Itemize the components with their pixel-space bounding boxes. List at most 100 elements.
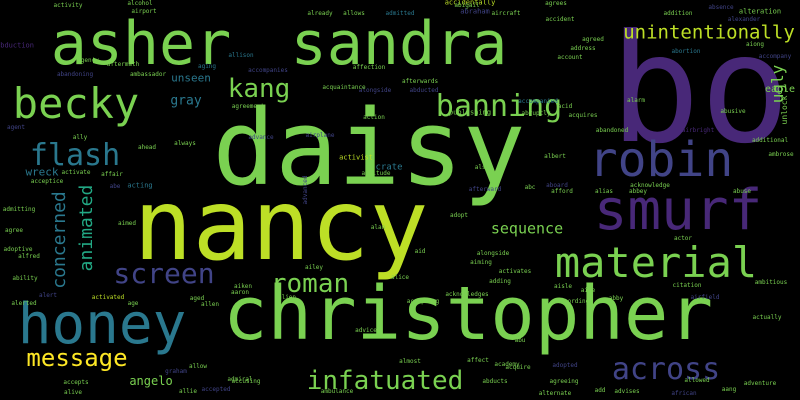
cloud-word: accompanies <box>248 67 288 74</box>
cloud-word: message <box>26 344 128 372</box>
cloud-word: academy <box>494 361 520 368</box>
cloud-word: crate <box>375 162 403 173</box>
cloud-word: gray <box>170 93 202 109</box>
cloud-word: alcohol <box>127 0 153 7</box>
cloud-word: unlock <box>780 95 789 125</box>
cloud-word: aide <box>580 287 596 294</box>
cloud-word: abruptly <box>521 110 551 117</box>
cloud-word: abandoning <box>56 71 94 78</box>
cloud-word: eagle <box>764 84 796 95</box>
cloud-word: actor <box>673 235 693 242</box>
cloud-word: ability <box>12 275 38 282</box>
cloud-word: abu <box>514 337 526 344</box>
cloud-word: airbright <box>681 127 715 134</box>
cloud-word: aiming <box>470 259 492 266</box>
cloud-word: afterwards <box>401 78 439 85</box>
cloud-word: airfield <box>690 294 720 301</box>
cloud-word: aiken <box>233 283 253 290</box>
cloud-word: attitude <box>361 170 391 177</box>
cloud-word: flash <box>29 138 121 173</box>
cloud-word: admitting <box>2 206 36 213</box>
cloud-word: christopher <box>222 271 714 357</box>
cloud-word: allowed <box>684 377 710 384</box>
cloud-word: roman <box>270 269 350 299</box>
cloud-word: acceptice <box>30 178 64 185</box>
cloud-word: asher <box>50 9 232 79</box>
cloud-word: nancy <box>133 169 429 283</box>
cloud-word: smurf <box>593 178 763 243</box>
cloud-word: agreeing <box>549 378 579 385</box>
cloud-word: abbey <box>628 188 648 195</box>
cloud-word: already <box>307 10 333 17</box>
cloud-word: aftermath <box>106 61 140 68</box>
cloud-word: aisle <box>553 283 573 290</box>
cloud-word: also <box>474 164 490 171</box>
cloud-word: aaron <box>230 289 250 296</box>
cloud-word: actually <box>752 314 782 321</box>
cloud-word: admitted <box>385 10 415 17</box>
cloud-word: agree <box>4 227 24 234</box>
cloud-word: accompany <box>758 53 792 60</box>
cloud-word: becky <box>12 79 140 128</box>
cloud-word: add <box>594 387 606 394</box>
cloud-word: action <box>363 114 385 121</box>
cloud-word: accusing <box>231 378 261 385</box>
cloud-word: agrees <box>545 0 567 7</box>
cloud-word: adoptive <box>3 246 33 253</box>
cloud-word: accidentally <box>444 0 496 7</box>
cloud-word: affect <box>467 357 489 364</box>
cloud-word: acid <box>557 103 573 110</box>
cloud-word: affair <box>101 171 123 178</box>
cloud-word: aged <box>189 295 205 302</box>
cloud-word: abigail <box>454 2 480 9</box>
cloud-word: angelo <box>129 374 173 388</box>
cloud-word: activated <box>91 294 125 301</box>
cloud-word: ally <box>72 134 88 141</box>
cloud-word: honey <box>17 292 187 357</box>
cloud-word: alexander <box>727 16 761 23</box>
cloud-word: alert <box>38 292 58 299</box>
cloud-word: advice <box>355 327 377 334</box>
cloud-word: abc <box>524 184 536 191</box>
cloud-word: adopted <box>552 362 578 369</box>
cloud-word: address <box>570 45 596 52</box>
cloud-word: abduction <box>0 41 34 50</box>
cloud-word: accepted <box>201 386 231 393</box>
cloud-word: adventure <box>743 380 777 387</box>
cloud-word: agency <box>77 57 99 64</box>
cloud-word: afterward <box>468 186 502 193</box>
cloud-word: bo <box>609 3 791 177</box>
cloud-word: acquire <box>505 364 531 371</box>
cloud-word: abusive <box>720 108 746 115</box>
cloud-word: agreed <box>582 36 604 43</box>
cloud-word: abby <box>608 295 624 302</box>
cloud-word: citation <box>672 282 702 289</box>
cloud-word: afford <box>551 188 573 195</box>
cloud-word: alien <box>277 294 297 301</box>
cloud-word: alongside <box>358 87 392 94</box>
cloud-word: alias <box>594 188 614 195</box>
cloud-word: acquires <box>568 112 598 119</box>
cloud-word: aircraft <box>491 10 521 17</box>
cloud-word: banning <box>435 89 563 124</box>
cloud-word: abandoned <box>595 127 629 134</box>
cloud-word: acknowledge <box>630 182 670 189</box>
cloud-word: acting <box>127 181 153 190</box>
cloud-word: agreement <box>231 103 265 110</box>
cloud-word: publishing <box>448 108 492 117</box>
cloud-word: addition <box>663 10 693 17</box>
cloud-word: advanced <box>302 175 309 205</box>
cloud-word: according <box>556 298 590 305</box>
cloud-word: wreck <box>25 165 59 179</box>
cloud-word: additional <box>751 137 789 144</box>
cloud-word: airport <box>131 8 157 15</box>
cloud-word: adopt <box>449 212 469 219</box>
cloud-word: ambassador <box>129 71 167 78</box>
cloud-word: aid <box>414 248 426 255</box>
cloud-word: daisy <box>212 87 526 209</box>
cloud-word: allen <box>200 301 220 308</box>
cloud-word: accident <box>545 16 575 23</box>
cloud-word: graham <box>165 368 187 375</box>
cloud-word: absence <box>708 4 734 11</box>
